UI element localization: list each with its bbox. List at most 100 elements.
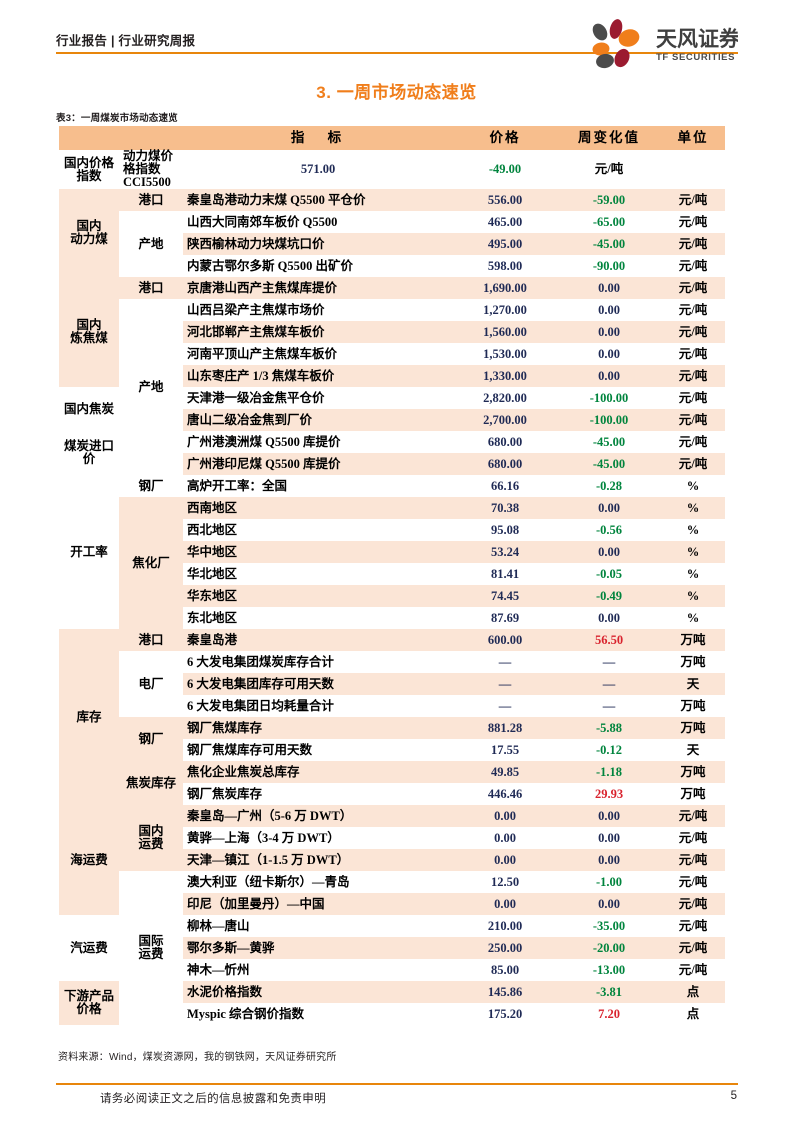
cell-weekly-change: -35.00 <box>557 915 661 938</box>
cell-price: 0.00 <box>453 827 557 850</box>
cell-indicator-name: 广州港印尼煤 Q5500 库提价 <box>183 453 453 476</box>
table-row: 国内 炼焦煤 港口 京唐港山西产主焦煤库提价 1,690.00 0.00 元/吨 <box>59 277 725 388</box>
cell-indicator-name: 西南地区 <box>183 497 453 520</box>
table-row: 产地 山西吕梁产主焦煤市场价 1,270.00 0.00 元/吨 <box>59 299 725 476</box>
cell-indicator-name: 印尼（加里曼丹）—中国 <box>183 893 453 916</box>
cell-weekly-change: — <box>557 695 661 718</box>
cell-weekly-change: -45.00 <box>557 431 661 454</box>
logo-text-en: TF SECURITIES <box>656 52 735 63</box>
table-row: 焦炭库存 焦化企业焦炭总库存 49.85 -1.18 万吨 <box>59 761 725 806</box>
table-row: 库存 港口 秦皇岛港 600.00 56.50 万吨 <box>59 629 725 806</box>
section-title: 3. 一周市场动态速览 <box>316 83 477 102</box>
cell-unit: 元/吨 <box>661 431 725 454</box>
report-type-label: 行业报告 | 行业研究周报 <box>56 34 196 48</box>
cell-price: 680.00 <box>453 431 557 454</box>
cell-weekly-change: -65.00 <box>557 211 661 234</box>
cell-weekly-change: -1.00 <box>557 871 661 894</box>
cell-weekly-change: 29.93 <box>557 783 661 806</box>
source-note: 资料来源：Wind，煤炭资源网，我的钢铁网，天风证券研究所 <box>58 1052 337 1063</box>
cell-weekly-change: -20.00 <box>557 937 661 960</box>
cell-weekly-change: 0.00 <box>557 497 661 520</box>
cell-indicator-name: 钢厂焦煤库存 <box>183 717 453 740</box>
row-group-subcategory: 焦炭库存 <box>119 761 183 806</box>
cell-weekly-change: -100.00 <box>557 409 661 432</box>
cell-price: 446.46 <box>453 783 557 806</box>
row-group-category: 国内价格指数 <box>59 150 119 190</box>
table-row: 国内价格指数 动力煤价格指数 CCI5500 571.00 -49.00 元/吨 <box>59 149 725 190</box>
table-row: 印尼（加里曼丹）—中国 0.00 0.00 元/吨 <box>59 893 725 916</box>
cell-price: 70.38 <box>453 497 557 520</box>
cell-weekly-change: 0.00 <box>557 893 661 916</box>
cell-unit: 元/吨 <box>661 255 725 278</box>
cell-unit: 元/吨 <box>661 915 725 938</box>
row-group-category: 海运费 <box>59 805 119 916</box>
cell-price: 74.45 <box>453 585 557 608</box>
cell-indicator-name: 陕西榆林动力块煤坑口价 <box>183 233 453 256</box>
cell-price: — <box>453 651 557 674</box>
cell-unit: 万吨 <box>661 695 725 718</box>
cell-weekly-change: -1.18 <box>557 761 661 784</box>
row-group-subcategory: 国内 运费 <box>119 805 183 872</box>
cell-indicator-name: 华中地区 <box>183 541 453 564</box>
cell-price: 680.00 <box>453 453 557 476</box>
row-group-subcategory: 产地 <box>119 299 183 476</box>
row-group-category: 库存 <box>59 629 119 806</box>
cell-unit: 元/吨 <box>661 453 725 476</box>
cell-unit: 元/吨 <box>661 409 725 432</box>
cell-price: 598.00 <box>453 255 557 278</box>
cell-unit: 元/吨 <box>661 387 725 410</box>
cell-weekly-change: -0.56 <box>557 519 661 542</box>
cell-unit: % <box>661 497 725 520</box>
header-divider <box>56 52 738 54</box>
cell-indicator-name: 内蒙古鄂尔多斯 Q5500 出矿价 <box>183 255 453 278</box>
table-row: 煤炭进口价 广州港澳洲煤 Q5500 库提价 680.00 -45.00 元/吨 <box>59 431 725 476</box>
table-row: 东北地区 87.69 0.00% <box>59 607 725 630</box>
cell-price: 1,690.00 <box>453 277 557 300</box>
table-row: 开工率 钢厂 高炉开工率：全国 66.16 -0.28% <box>59 475 725 630</box>
cell-indicator-name: 天津—镇江（1-1.5 万 DWT） <box>183 849 453 872</box>
cell-weekly-change: 56.50 <box>557 629 661 652</box>
row-group-category: 开工率 <box>59 475 119 630</box>
cell-unit: 万吨 <box>661 761 725 784</box>
table-row: 唐山二级冶金焦到厂价 2,700.00 -100.00 元/吨 <box>59 409 725 432</box>
cell-price: 1,560.00 <box>453 321 557 344</box>
cell-price: 66.16 <box>453 475 557 498</box>
cell-price: 12.50 <box>453 871 557 894</box>
cell-unit: 元/吨 <box>661 827 725 850</box>
cell-weekly-change: 0.00 <box>557 277 661 300</box>
row-group-category: 下游产品价格 <box>59 981 119 1026</box>
cell-weekly-change: 0.00 <box>557 805 661 828</box>
cell-indicator-name: 6 大发电集团库存可用天数 <box>183 673 453 696</box>
cell-unit: 元/吨 <box>661 299 725 322</box>
cell-price: 495.00 <box>453 233 557 256</box>
cell-indicator-name: 河北邯郸产主焦煤车板价 <box>183 321 453 344</box>
cell-unit: 元/吨 <box>661 871 725 894</box>
cell-weekly-change: -100.00 <box>557 387 661 410</box>
cell-weekly-change: -0.12 <box>557 739 661 762</box>
col-header-weekly-change: 周变化值 <box>557 126 661 150</box>
table-row: Myspic 综合钢价指数 175.20 7.20 点 <box>59 1003 725 1026</box>
cell-price: 1,270.00 <box>453 299 557 322</box>
cell-unit: % <box>661 519 725 542</box>
cell-weekly-change: -13.00 <box>557 959 661 982</box>
table-row: 内蒙古鄂尔多斯 Q5500 出矿价 598.00 -90.00 元/吨 <box>59 255 725 278</box>
cell-weekly-change: 0.00 <box>557 607 661 630</box>
cell-price: — <box>453 695 557 718</box>
cell-price: 250.00 <box>453 937 557 960</box>
cell-price: 0.00 <box>453 805 557 828</box>
cell-indicator-name: 水泥价格指数 <box>183 981 453 1004</box>
cell-weekly-change: 0.00 <box>557 299 661 322</box>
table-row: 钢厂焦炭库存 446.46 29.93 万吨 <box>59 783 725 806</box>
cell-price: 175.20 <box>453 1003 557 1026</box>
cell-indicator-name: 华北地区 <box>183 563 453 586</box>
row-group-subcategory: 港口 <box>119 189 183 212</box>
cell-price: 881.28 <box>453 717 557 740</box>
cell-weekly-change: -3.81 <box>557 981 661 1004</box>
table-row: 汽运费 柳林—唐山 210.00 -35.00 元/吨 <box>59 915 725 982</box>
cell-price: 1,530.00 <box>453 343 557 366</box>
cell-price: 465.00 <box>453 211 557 234</box>
table-row: 海运费 国内 运费 秦皇岛—广州（5-6 万 DWT） 0.00 0.00 元/吨 <box>59 805 725 916</box>
cell-indicator-name: 华东地区 <box>183 585 453 608</box>
cell-price: 600.00 <box>453 629 557 652</box>
cell-price: 2,820.00 <box>453 387 557 410</box>
